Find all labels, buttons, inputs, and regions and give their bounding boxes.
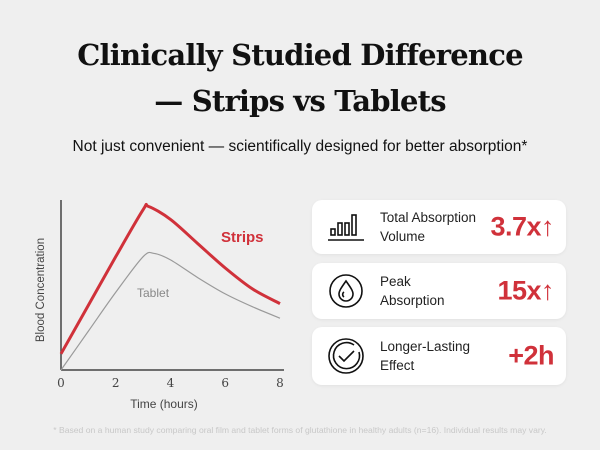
page-title: Clinically Studied Difference — Strips v…: [0, 32, 600, 124]
series-line-tablet: [60, 251, 281, 371]
x-axis-label: Time (hours): [130, 397, 198, 411]
stat-card-longer-lasting: Longer-Lasting Effect +2h: [312, 327, 566, 385]
series-label-tablet: Tablet: [137, 286, 170, 300]
x-tick-label: 6: [221, 376, 229, 390]
check-circle-icon: [328, 338, 364, 374]
card-label: Longer-Lasting Effect: [380, 339, 471, 373]
footnote: * Based on a human study comparing oral …: [53, 425, 547, 435]
card-value: 15x↑: [497, 275, 554, 306]
title-line-2: — Strips vs Tablets: [154, 84, 446, 118]
stat-card-peak-absorption: Peak Absorption 15x↑: [312, 263, 566, 319]
card-value: +2h: [508, 340, 554, 371]
subtitle: Not just convenient — scientifically des…: [72, 138, 528, 155]
x-tick-label: 0: [57, 376, 65, 390]
series-line-strips: [59, 202, 281, 355]
series-label-strips: Strips: [221, 229, 264, 246]
card-value: 3.7x↑: [490, 211, 554, 242]
line-chart: 0 2 4 6 8 Time (hours) Blood Concentration S…: [35, 200, 284, 411]
x-tick-label: 8: [276, 376, 284, 390]
stat-card-total-absorption: Total Absorption Volume 3.7x↑: [312, 200, 566, 254]
y-axis-label: Blood Concentration: [35, 238, 47, 342]
bar-chart-icon: [328, 214, 364, 241]
title-line-1: Clinically Studied Difference: [77, 38, 523, 72]
x-tick-label: 4: [167, 376, 175, 390]
card-label: Peak Absorption: [380, 274, 445, 308]
water-drop-icon: [329, 274, 363, 308]
x-tick-label: 2: [112, 376, 120, 390]
card-label: Total Absorption Volume: [380, 210, 477, 244]
